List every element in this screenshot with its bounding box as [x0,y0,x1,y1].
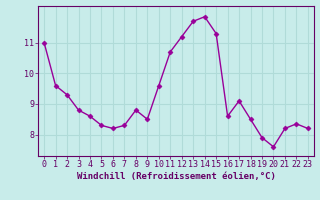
X-axis label: Windchill (Refroidissement éolien,°C): Windchill (Refroidissement éolien,°C) [76,172,276,181]
